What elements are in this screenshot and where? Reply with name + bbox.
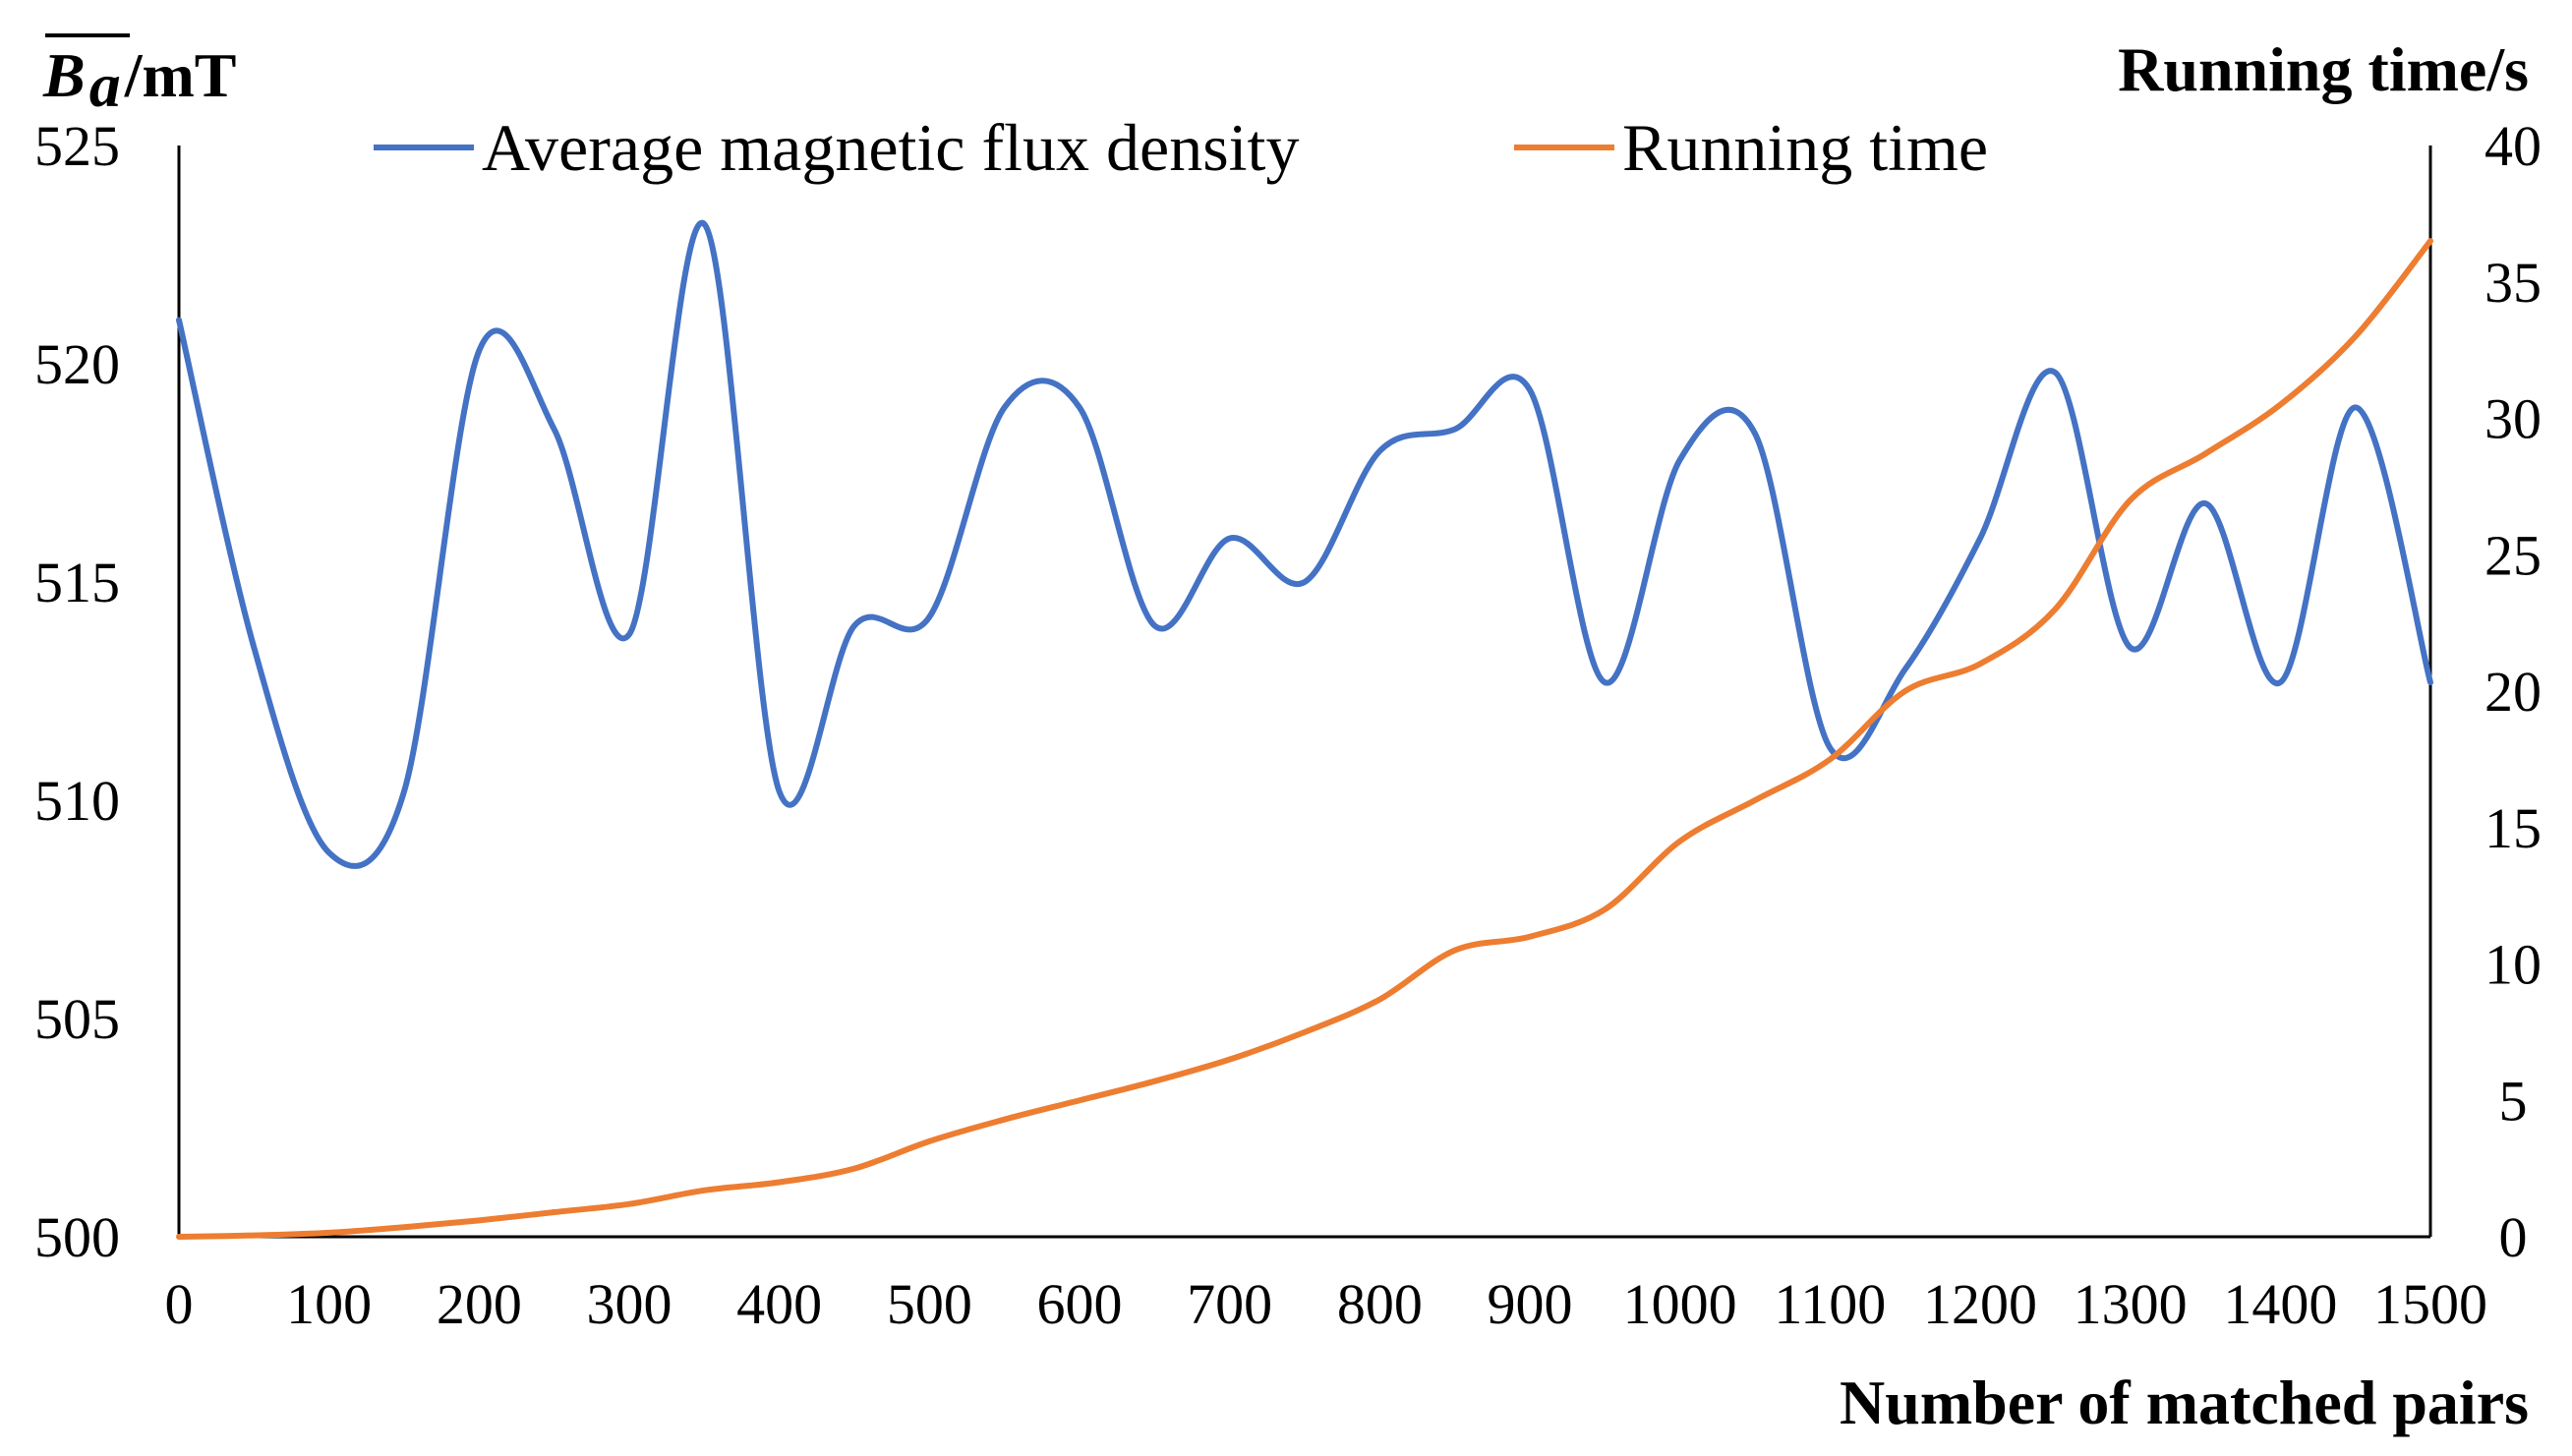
legend: Average magnetic flux density Running ti… (374, 110, 1988, 185)
y-tick-label: 525 (34, 114, 120, 178)
y-axis-title-unit: /mT (124, 40, 237, 110)
x-tick-label: 1400 (2223, 1272, 2337, 1336)
legend-label-running-time: Running time (1622, 110, 1988, 185)
x-tick-label: 1200 (1923, 1272, 2037, 1336)
y-tick-label: 505 (34, 987, 120, 1051)
y2-axis-title: Running time/s (2118, 34, 2529, 104)
tick-labels: 0 100 200 300 400 500 600 700 800 900 1000 1100 1200… (34, 114, 2542, 1336)
x-tick-label: 1000 (1623, 1272, 1737, 1336)
series-lines (176, 219, 2433, 1240)
x-tick-label: 300 (587, 1272, 672, 1336)
x-tick-label: 400 (736, 1272, 822, 1336)
y-tick-label: 500 (34, 1205, 120, 1269)
y-tick-label: 520 (34, 332, 120, 396)
x-tick-label: 600 (1037, 1272, 1123, 1336)
y2-tick-label: 40 (2484, 114, 2542, 178)
y2-tick-label: 10 (2484, 933, 2542, 997)
x-tick-label: 500 (887, 1272, 972, 1336)
x-tick-label: 100 (286, 1272, 372, 1336)
legend-label-flux: Average magnetic flux density (482, 110, 1299, 185)
y2-tick-label: 15 (2484, 796, 2542, 860)
y2-tick-label: 25 (2484, 523, 2542, 587)
x-tick-label: 800 (1337, 1272, 1423, 1336)
y-axis-title-symbol: B (42, 40, 86, 110)
y2-tick-label: 5 (2499, 1069, 2528, 1133)
x-tick-label: 1300 (2074, 1272, 2188, 1336)
y2-tick-label: 30 (2484, 387, 2542, 451)
x-tick-label: 700 (1187, 1272, 1272, 1336)
y2-tick-label: 20 (2484, 660, 2542, 724)
y-tick-label: 515 (34, 551, 120, 614)
series-line-running-time (176, 238, 2433, 1240)
x-tick-label: 1100 (1774, 1272, 1886, 1336)
axes (177, 146, 2432, 1239)
y-axis-title-text: B a /mT (42, 40, 236, 120)
x-axis-title: Number of matched pairs (1840, 1368, 2529, 1437)
x-tick-label: 1500 (2373, 1272, 2487, 1336)
y-axis-title-subscript: a (89, 50, 121, 120)
x-tick-label: 0 (165, 1272, 194, 1336)
x-tick-label: 200 (437, 1272, 522, 1336)
y-axis-title: B a /mT (42, 33, 236, 120)
x-tick-label: 900 (1488, 1272, 1573, 1336)
series-line-flux-density (176, 219, 2433, 869)
y2-tick-label: 0 (2499, 1205, 2528, 1269)
y2-tick-label: 35 (2484, 251, 2542, 315)
y-tick-label: 510 (34, 769, 120, 833)
